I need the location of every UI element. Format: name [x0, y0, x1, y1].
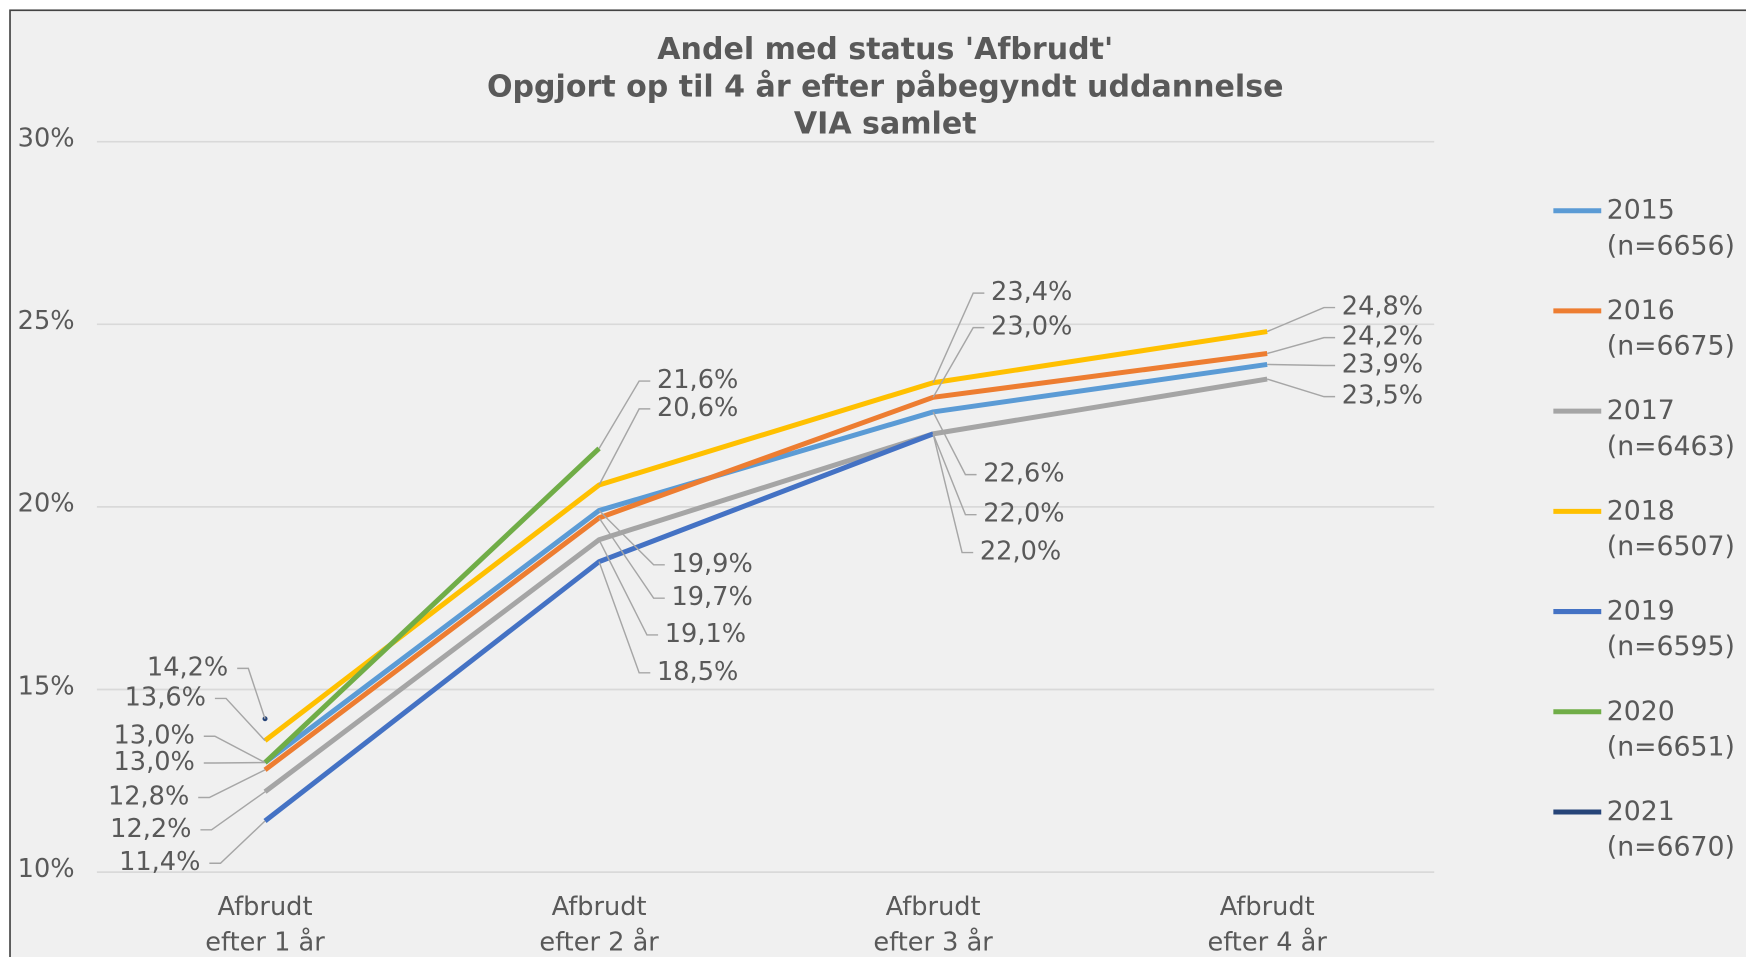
x-tick-label: Afbrudt efter 4 år	[1207, 892, 1327, 957]
data-label: 13,0%	[114, 747, 195, 777]
data-label: 13,0%	[114, 720, 195, 750]
y-tick-label: 10%	[18, 854, 75, 884]
data-label: 22,6%	[983, 459, 1064, 489]
leader-line	[932, 326, 985, 398]
data-label: 21,6%	[657, 365, 738, 395]
y-tick-label: 25%	[18, 306, 75, 336]
leader-line	[1267, 363, 1336, 367]
leader-line	[932, 433, 977, 516]
legend-label: 2019 (n=6595)	[1607, 595, 1735, 662]
leader-line	[932, 292, 985, 384]
leader-line	[598, 510, 665, 566]
data-label: 23,4%	[991, 277, 1072, 307]
data-label: 24,8%	[1342, 292, 1423, 322]
data-label: 19,1%	[665, 619, 746, 649]
leader-line	[598, 380, 651, 449]
chart-title: Andel med status 'Afbrudt'	[657, 32, 1113, 67]
data-label: 22,0%	[980, 537, 1061, 567]
data-label: 20,6%	[657, 393, 738, 423]
data-label: 12,8%	[108, 782, 189, 812]
legend-label: 2020 (n=6651)	[1607, 695, 1735, 762]
data-label: 18,5%	[657, 657, 738, 687]
x-tick-label: Afbrudt efter 2 år	[539, 892, 659, 957]
data-label: 23,9%	[1342, 349, 1423, 379]
leader-line	[598, 408, 651, 486]
leader-line	[598, 517, 665, 599]
data-label: 14,2%	[147, 652, 228, 682]
y-tick-label: 20%	[18, 489, 75, 519]
leader-line	[598, 561, 651, 674]
leader-line	[209, 820, 266, 864]
legend-label: 2015 (n=6656)	[1607, 194, 1735, 261]
data-label: 19,9%	[671, 549, 752, 579]
leader-line	[932, 433, 974, 554]
series-line	[263, 361, 1268, 765]
data-label: 11,4%	[119, 847, 200, 877]
chart-title: Opgjort op til 4 år efter påbegyndt udda…	[487, 69, 1283, 105]
data-label: 19,7%	[671, 582, 752, 612]
leader-line	[932, 411, 977, 476]
data-label: 13,6%	[125, 682, 206, 712]
y-tick-label: 15%	[18, 671, 75, 701]
leader-line	[1266, 306, 1336, 333]
x-tick-label: Afbrudt efter 1 år	[205, 892, 325, 957]
data-label: 23,0%	[991, 312, 1072, 342]
leader-line	[237, 667, 266, 719]
x-tick-label: Afbrudt efter 3 år	[873, 892, 993, 957]
leader-line	[198, 769, 266, 799]
leader-line	[1266, 336, 1336, 355]
series-line	[263, 329, 1268, 743]
leader-line	[1266, 378, 1336, 398]
series-line	[263, 376, 1268, 794]
y-tick-label: 30%	[18, 123, 75, 153]
leader-line	[214, 697, 266, 742]
legend-label: 2016 (n=6675)	[1607, 294, 1735, 361]
series-line	[263, 351, 1268, 772]
data-label: 12,2%	[110, 814, 191, 844]
leader-line	[203, 735, 266, 764]
legend-label: 2021 (n=6670)	[1607, 795, 1735, 862]
data-label: 22,0%	[983, 499, 1064, 529]
chart-frame	[9, 9, 1746, 957]
legend-label: 2018 (n=6507)	[1607, 495, 1735, 562]
leader-line	[200, 791, 266, 831]
series-line	[263, 446, 601, 765]
data-label: 23,5%	[1342, 381, 1423, 411]
data-label: 24,2%	[1342, 322, 1423, 352]
leader-line	[598, 539, 659, 636]
chart-title: VIA samlet	[794, 106, 977, 141]
legend-label: 2017 (n=6463)	[1607, 395, 1735, 462]
